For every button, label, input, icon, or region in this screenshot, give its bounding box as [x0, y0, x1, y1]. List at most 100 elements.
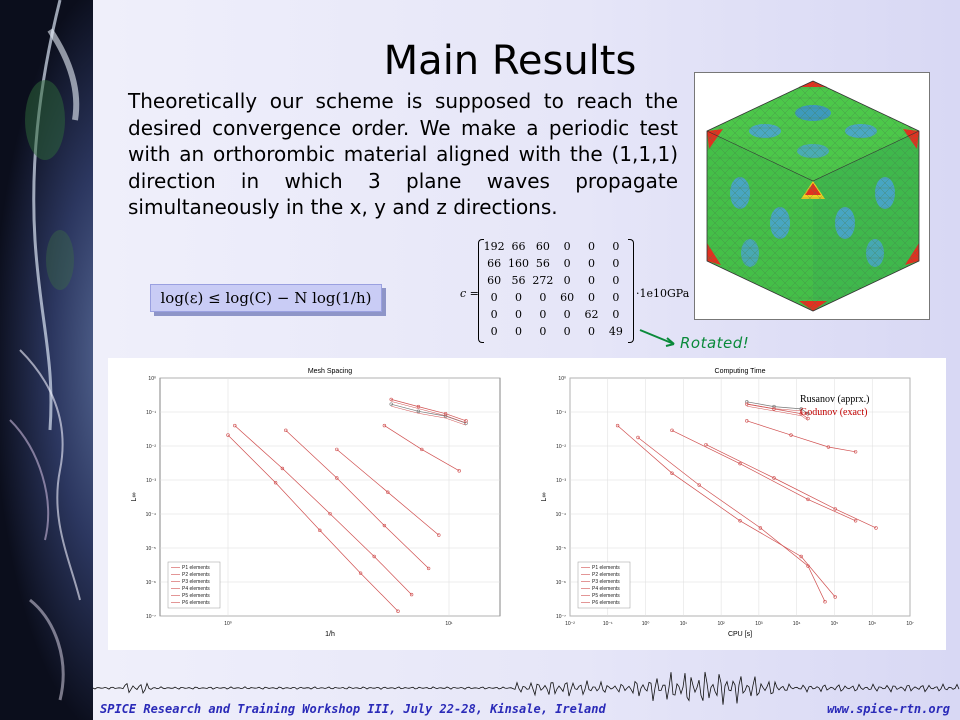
data-point [318, 528, 322, 533]
data-point [738, 519, 742, 523]
series-line [746, 403, 809, 419]
data-point [396, 609, 400, 613]
data-point [358, 571, 363, 575]
data-point [799, 554, 803, 559]
matrix-cell: 62 [584, 308, 599, 321]
plot-title: Mesh Spacing [308, 368, 352, 375]
x-tick-label: 10⁻² [565, 621, 575, 627]
legend-entry: P1 elements [592, 565, 620, 571]
matrix-cell: 60 [535, 240, 550, 253]
series-line [617, 425, 836, 598]
data-point [464, 419, 468, 423]
data-point [853, 450, 858, 454]
matrix-right-bracket [628, 239, 634, 343]
data-point [833, 507, 837, 511]
data-point [416, 409, 421, 414]
legend-entry: P5 elements [592, 593, 620, 599]
matrix-cell: 0 [563, 240, 571, 253]
series-line [705, 444, 877, 529]
footer-website-link[interactable]: www.spice-rtn.org [827, 702, 950, 716]
matrix-cell: 0 [490, 308, 498, 321]
data-point [328, 511, 332, 516]
data-point [738, 461, 742, 466]
matrix-cell: 0 [514, 325, 522, 338]
matrix-cell: 56 [511, 274, 526, 287]
data-point [386, 490, 390, 494]
matrix-cell: 0 [539, 308, 547, 321]
data-point [457, 469, 461, 473]
x-tick-label: 10⁵ [831, 621, 839, 627]
legend-entry: P5 elements [182, 593, 210, 599]
data-point [389, 402, 393, 406]
data-point [280, 466, 285, 471]
series-line [391, 403, 467, 424]
series-line [391, 401, 467, 424]
data-point [273, 481, 278, 485]
matrix-cell: 49 [608, 325, 623, 338]
data-point [437, 533, 441, 537]
y-tick-label: 10⁻⁵ [556, 546, 566, 552]
data-point [745, 400, 749, 404]
legend-box [577, 561, 631, 609]
matrix-cell: 60 [560, 291, 575, 304]
matrix-cell: 0 [612, 274, 620, 287]
matrix-cell: 0 [514, 308, 522, 321]
series-line [637, 437, 826, 602]
series-line [671, 430, 856, 522]
data-point [799, 411, 803, 416]
data-point [826, 445, 831, 449]
data-point [697, 483, 701, 487]
y-tick-label: 10⁻³ [556, 478, 566, 484]
matrix-label: c = [460, 287, 479, 300]
data-point [233, 423, 237, 428]
y-tick-label: 10⁻⁵ [146, 546, 156, 552]
matrix-cell: 0 [587, 291, 595, 304]
earth-image-strip [0, 0, 93, 720]
annotation-rusanov: Rusanov (apprx.) [800, 394, 869, 405]
stiffness-matrix: c = 192 66 60 0 0 0 66 160 56 0 0 0 60 56 272 0 0 0 0 0 0 60 0… [460, 237, 700, 347]
data-point [284, 428, 288, 433]
x-tick-label: 10³ [755, 621, 763, 627]
series-line [746, 405, 809, 421]
data-point [704, 442, 708, 447]
matrix-cell: 0 [587, 325, 595, 338]
x-tick-label: 10⁴ [793, 621, 801, 627]
x-tick-label: 10⁶ [868, 621, 876, 627]
data-point [335, 476, 339, 480]
matrix-cell: 66 [487, 257, 502, 270]
data-point [799, 407, 803, 411]
matrix-cell: 0 [490, 291, 498, 304]
series-line [391, 405, 467, 426]
data-point [416, 404, 421, 409]
data-point [382, 523, 387, 528]
y-tick-label: 10⁻⁶ [556, 580, 566, 586]
matrix-cells: 192 66 60 0 0 0 66 160 56 0 0 0 60 56 272 0 0 0 0 0 0 60 0 0 0 0 0… [482, 240, 628, 338]
x-tick-label: 10¹ [445, 621, 453, 627]
data-point [789, 433, 793, 437]
y-tick-label: 10⁰ [558, 376, 566, 382]
matrix-cell: 0 [539, 325, 547, 338]
series-line [746, 401, 809, 414]
matrix-cell: 0 [563, 257, 571, 270]
data-point [382, 423, 387, 428]
annotation-godunov: Godunov (exact) [800, 407, 867, 418]
x-axis-label: CPU [s] [728, 631, 752, 638]
data-point [874, 526, 878, 530]
data-point [833, 595, 837, 599]
x-tick-label: 10⁷ [906, 621, 914, 627]
matrix-cell: 272 [532, 274, 554, 287]
slide-body-text: Theoretically our scheme is supposed to … [128, 89, 678, 219]
data-point [772, 407, 776, 411]
series-line [227, 434, 399, 612]
legend-entry: P2 elements [592, 572, 620, 578]
y-axis-label: L∞ [131, 493, 138, 502]
matrix-cell: 160 [507, 257, 529, 270]
data-point [615, 423, 620, 428]
legend-entry: P4 elements [592, 586, 620, 592]
series-line [384, 425, 460, 472]
footer-workshop-text: SPICE Research and Training Workshop III… [100, 702, 606, 716]
y-tick-label: 10⁻¹ [146, 410, 156, 416]
data-point [670, 428, 674, 433]
matrix-cell: 0 [587, 240, 595, 253]
footer: SPICE Research and Training Workshop III… [100, 702, 950, 718]
